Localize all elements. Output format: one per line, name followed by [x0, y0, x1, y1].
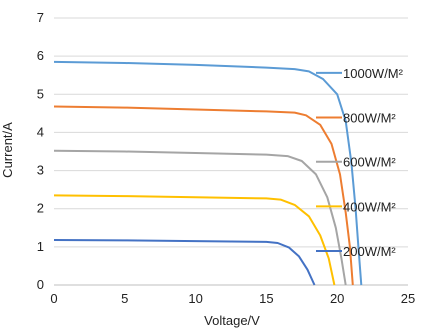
x-tick-label: 5 [121, 291, 128, 306]
y-tick-labels: 0 1 2 3 4 5 6 7 [37, 10, 44, 292]
series-lines [53, 60, 363, 286]
series-line-1 [53, 105, 354, 286]
y-tick-label: 5 [37, 86, 44, 101]
x-tick-label: 25 [401, 291, 415, 306]
x-tick-label: 20 [330, 291, 344, 306]
legend: 1000W/M² 800W/M² 600W/M² 400W/M² 200W/M² [316, 66, 404, 259]
y-tick-label: 0 [37, 277, 44, 292]
legend-label-0: 1000W/M² [343, 66, 404, 81]
gridlines [54, 17, 408, 248]
legend-label-3: 400W/M² [343, 199, 396, 214]
y-tick-label: 4 [37, 124, 44, 139]
x-tick-label: 15 [259, 291, 273, 306]
legend-label-1: 800W/M² [343, 110, 396, 125]
legend-label-2: 600W/M² [343, 155, 396, 170]
legend-label-4: 200W/M² [343, 244, 396, 259]
x-tick-label: 10 [188, 291, 202, 306]
y-tick-label: 2 [37, 201, 44, 216]
series-line-0 [53, 60, 363, 286]
y-tick-label: 6 [37, 48, 44, 63]
x-axis-title: Voltage/V [204, 313, 260, 328]
y-axis-title: Current/A [0, 122, 15, 178]
series-line-4 [53, 239, 316, 286]
x-tick-labels: 0 5 10 15 20 25 [50, 291, 415, 306]
y-tick-label: 3 [37, 163, 44, 178]
x-tick-label: 0 [50, 291, 57, 306]
y-tick-label: 1 [37, 239, 44, 254]
y-tick-label: 7 [37, 10, 44, 25]
series-line-2 [53, 149, 347, 286]
series-line-3 [53, 194, 336, 286]
